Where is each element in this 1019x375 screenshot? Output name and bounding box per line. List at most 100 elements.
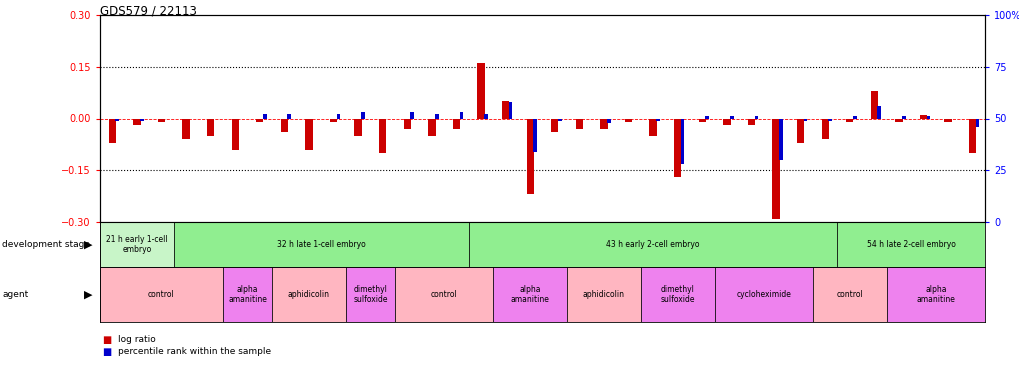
Bar (557, 118, 561, 121)
Text: dimethyl
sulfoxide: dimethyl sulfoxide (353, 285, 387, 304)
Bar (493, 267, 567, 322)
Text: aphidicolin: aphidicolin (583, 290, 625, 299)
Bar (567, 267, 640, 322)
Bar (100, 222, 173, 267)
Bar (550, 118, 558, 132)
Bar (272, 267, 345, 322)
Bar (779, 118, 782, 160)
Bar (852, 116, 856, 118)
Bar (655, 118, 659, 121)
Bar (526, 118, 533, 194)
Bar (379, 118, 386, 153)
Bar (803, 118, 807, 121)
Bar (886, 267, 984, 322)
Text: alpha
amanitine: alpha amanitine (228, 285, 267, 304)
Text: control: control (836, 290, 862, 299)
Text: aphidicolin: aphidicolin (287, 290, 329, 299)
Bar (501, 101, 508, 118)
Text: alpha
amanitine: alpha amanitine (915, 285, 955, 304)
Bar (108, 118, 116, 142)
Bar (837, 222, 984, 267)
Bar (280, 118, 287, 132)
Bar (508, 102, 512, 118)
Bar (460, 112, 463, 118)
Bar (484, 114, 487, 118)
Bar (100, 267, 223, 322)
Bar (925, 116, 929, 118)
Bar (133, 118, 141, 125)
Bar (231, 118, 238, 150)
Bar (173, 222, 469, 267)
Bar (336, 114, 340, 118)
Bar (263, 114, 266, 118)
Bar (207, 118, 214, 136)
Bar (975, 118, 978, 127)
Bar (394, 267, 493, 322)
Bar (434, 114, 438, 118)
Text: ▶: ▶ (84, 290, 92, 300)
Bar (182, 118, 190, 139)
Text: agent: agent (2, 290, 29, 299)
Bar (223, 267, 272, 322)
Bar (452, 118, 460, 129)
Bar (469, 222, 837, 267)
Bar (404, 118, 411, 129)
Bar (329, 118, 337, 122)
Bar (674, 118, 681, 177)
Bar (575, 118, 583, 129)
Bar (919, 115, 926, 118)
Bar (158, 118, 165, 122)
Bar (747, 118, 754, 125)
Text: control: control (148, 290, 174, 299)
Bar (640, 267, 714, 322)
Bar (895, 118, 902, 122)
Bar (115, 118, 119, 121)
Bar (812, 267, 886, 322)
Text: ▶: ▶ (84, 240, 92, 249)
Text: 21 h early 1-cell
embryo: 21 h early 1-cell embryo (106, 235, 167, 254)
Bar (625, 118, 632, 122)
Bar (901, 116, 905, 118)
Text: percentile rank within the sample: percentile rank within the sample (118, 348, 271, 357)
Text: development stage: development stage (2, 240, 90, 249)
Bar (846, 118, 853, 122)
Text: 32 h late 1-cell embryo: 32 h late 1-cell embryo (276, 240, 365, 249)
Bar (796, 118, 804, 142)
Text: ■: ■ (102, 347, 111, 357)
Bar (698, 118, 705, 122)
Bar (606, 118, 610, 123)
Bar (680, 118, 684, 164)
Bar (361, 112, 365, 118)
Bar (345, 267, 394, 322)
Bar (256, 118, 263, 122)
Text: log ratio: log ratio (118, 336, 156, 345)
Bar (305, 118, 313, 150)
Bar (705, 116, 708, 118)
Bar (820, 118, 828, 139)
Bar (870, 91, 877, 118)
Text: alpha
amanitine: alpha amanitine (511, 285, 549, 304)
Bar (771, 118, 779, 219)
Text: 54 h late 2-cell embryo: 54 h late 2-cell embryo (866, 240, 955, 249)
Bar (410, 112, 414, 118)
Bar (754, 116, 757, 118)
Bar (722, 118, 730, 125)
Text: dimethyl
sulfoxide: dimethyl sulfoxide (660, 285, 694, 304)
Bar (533, 118, 536, 152)
Text: ■: ■ (102, 335, 111, 345)
Bar (354, 118, 362, 136)
Bar (649, 118, 656, 136)
Bar (428, 118, 435, 136)
Bar (876, 106, 880, 118)
Bar (714, 267, 812, 322)
Text: GDS579 / 22113: GDS579 / 22113 (100, 5, 197, 18)
Bar (287, 114, 290, 118)
Text: 43 h early 2-cell embryo: 43 h early 2-cell embryo (605, 240, 699, 249)
Bar (477, 63, 484, 118)
Bar (140, 118, 144, 121)
Bar (968, 118, 975, 153)
Bar (730, 116, 733, 118)
Bar (827, 118, 832, 121)
Bar (600, 118, 607, 129)
Bar (944, 118, 951, 122)
